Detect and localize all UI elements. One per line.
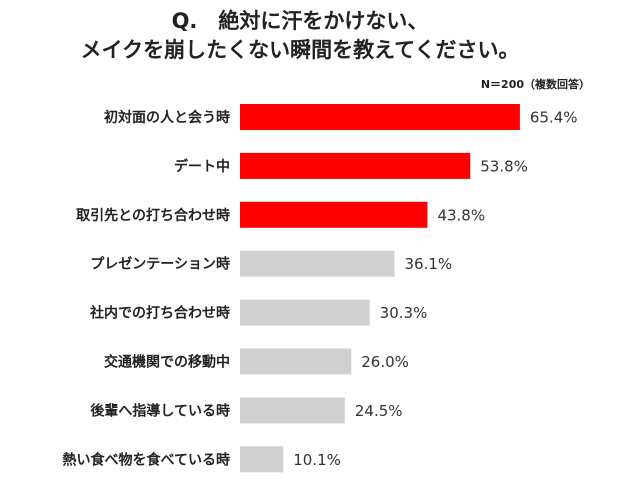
category-label: 交通機関での移動中 bbox=[104, 354, 230, 371]
category-label: 後輩へ指導している時 bbox=[90, 402, 230, 419]
category-label: プレゼンテーション時 bbox=[90, 256, 230, 273]
value-label: 30.3% bbox=[380, 304, 428, 322]
category-label: 社内での打ち合わせ時 bbox=[89, 305, 230, 322]
value-label: 26.0% bbox=[361, 353, 409, 371]
chart-title: Q. 絶対に汗をかけない、 bbox=[172, 9, 429, 33]
bar bbox=[240, 446, 284, 473]
category-label: 初対面の人と会う時 bbox=[104, 109, 230, 126]
bar bbox=[240, 104, 520, 130]
category-label: 取引先との打ち合わせ時 bbox=[76, 207, 230, 224]
bar bbox=[240, 152, 471, 179]
bar bbox=[240, 250, 395, 277]
category-label: デート中 bbox=[174, 158, 230, 175]
bar bbox=[240, 397, 345, 424]
category-label: 熱い食べ物を食べている時 bbox=[63, 451, 230, 468]
bar bbox=[240, 348, 352, 375]
bar bbox=[240, 201, 428, 228]
value-label: 53.8% bbox=[480, 157, 528, 175]
value-label: 43.8% bbox=[437, 206, 485, 224]
chart-title: メイクを崩したくない瞬間を教えてください。 bbox=[81, 38, 520, 62]
sample-note: N＝200（複数回答） bbox=[481, 77, 590, 91]
bar bbox=[240, 299, 370, 326]
value-label: 36.1% bbox=[405, 255, 453, 273]
value-label: 10.1% bbox=[293, 451, 341, 469]
value-label: 65.4% bbox=[530, 109, 578, 127]
value-label: 24.5% bbox=[355, 402, 403, 420]
